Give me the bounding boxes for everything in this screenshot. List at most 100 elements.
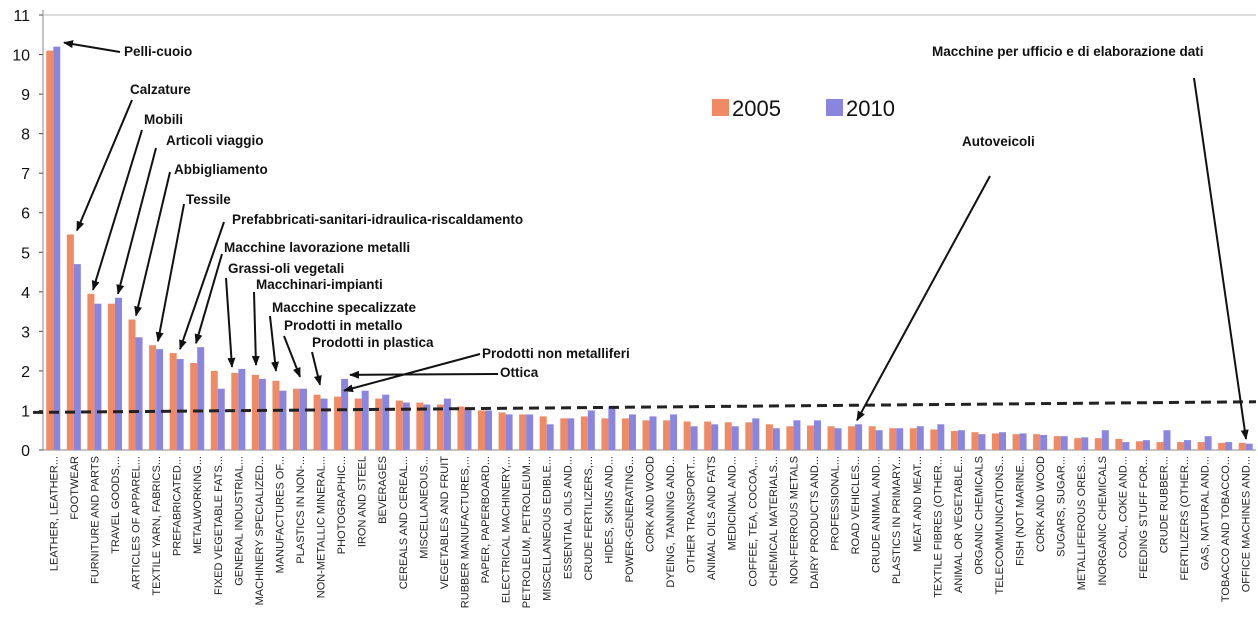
bar-2005 bbox=[971, 432, 979, 450]
x-tick-label: ARTICLES OF APPAREL... bbox=[131, 456, 143, 589]
bar-2010 bbox=[156, 349, 164, 450]
bar-2005 bbox=[1053, 436, 1061, 450]
bar-2005 bbox=[601, 418, 609, 450]
annotation-label: Calzature bbox=[130, 82, 191, 97]
bar-2010 bbox=[464, 408, 472, 450]
bar-2005 bbox=[272, 380, 280, 450]
bar-2005 bbox=[292, 388, 300, 450]
annotation-arrow bbox=[269, 315, 279, 372]
y-tick-label: 8 bbox=[21, 127, 30, 144]
bar-2010 bbox=[731, 426, 739, 450]
bar-2010 bbox=[855, 424, 863, 450]
bar-2010 bbox=[526, 414, 534, 450]
bar-2010 bbox=[279, 390, 287, 450]
bar-2010 bbox=[772, 428, 780, 450]
bar-2010 bbox=[320, 398, 328, 450]
x-tick-label: CORK AND WOOD bbox=[645, 456, 657, 552]
bar-2010 bbox=[94, 303, 102, 450]
x-tick-label: CRUDE RUBBER... bbox=[1158, 456, 1170, 553]
bar-2005 bbox=[765, 424, 773, 450]
bar-2010 bbox=[1225, 442, 1233, 450]
y-tick-label: 0 bbox=[21, 443, 30, 460]
x-tick-label: DYEING, TANNING AND... bbox=[665, 456, 677, 588]
bar-2005 bbox=[889, 428, 897, 450]
bar-2010 bbox=[1101, 430, 1109, 450]
bar-2010 bbox=[53, 46, 61, 451]
y-tick-label: 7 bbox=[21, 166, 30, 183]
x-tick-label: DAIRY PRODUCTS AND... bbox=[809, 456, 821, 589]
x-tick-label: LEATHER, LEATHER... bbox=[48, 456, 60, 571]
annotation-label: Macchine specalizzate bbox=[272, 300, 417, 315]
annotation-label: Macchine per ufficio e di elaborazione d… bbox=[932, 44, 1204, 59]
bar-2010 bbox=[443, 398, 451, 450]
bar-2010 bbox=[1245, 443, 1253, 450]
x-tick-label: FIXED VEGETABLE FATS... bbox=[213, 456, 225, 595]
bar-2010 bbox=[649, 416, 657, 450]
bar-2005 bbox=[683, 421, 691, 450]
annotation-arrow bbox=[63, 40, 121, 53]
y-tick-label: 10 bbox=[12, 48, 30, 65]
bar-2005 bbox=[190, 363, 198, 450]
bar-2005 bbox=[580, 416, 588, 450]
bar-2010 bbox=[916, 426, 924, 450]
bar-2010 bbox=[1081, 437, 1089, 450]
bar-2010 bbox=[1163, 430, 1171, 450]
x-tick-label: COAL, COKE AND... bbox=[1117, 456, 1129, 558]
bar-2005 bbox=[560, 418, 568, 450]
x-tick-label: FISH (NOT MARINE... bbox=[1015, 456, 1027, 566]
trend-line-path bbox=[32, 400, 1257, 414]
bar-2010 bbox=[361, 390, 369, 450]
x-tick-label: MEDICINAL AND... bbox=[727, 456, 739, 550]
bar-2005 bbox=[1074, 438, 1082, 450]
x-tick-labels: LEATHER, LEATHER... FOOTWEAR FURNITURE AND… bbox=[48, 456, 1252, 608]
bar-2005 bbox=[354, 398, 362, 450]
annotation-label: Macchine lavorazione metalli bbox=[224, 240, 410, 255]
bar-2005 bbox=[1218, 442, 1226, 450]
bar-2005 bbox=[107, 303, 115, 450]
x-tick-label: PAPER, PAPERBOARD... bbox=[480, 456, 492, 583]
x-tick-label: GAS, NATURAL AND... bbox=[1200, 456, 1212, 570]
bar-2005 bbox=[436, 404, 444, 450]
x-tick-label: ROAD VEHICLES... bbox=[850, 456, 862, 554]
annotation-arrow bbox=[283, 335, 301, 378]
bar-2010 bbox=[711, 424, 719, 450]
bar-2010 bbox=[382, 394, 390, 450]
x-tick-label: NON-METALLIC MINERAL... bbox=[316, 456, 328, 598]
y-tick-label: 3 bbox=[21, 324, 30, 341]
bar-2010 bbox=[299, 388, 307, 450]
bar-2010 bbox=[670, 414, 678, 450]
bar-2005 bbox=[663, 420, 671, 450]
x-tick-label: CEREALS AND CEREAL... bbox=[398, 456, 410, 589]
bar-2005 bbox=[149, 345, 157, 450]
bar-2005 bbox=[128, 319, 136, 450]
annotation-label: Prodotti non metalliferi bbox=[482, 346, 630, 361]
bar-2005 bbox=[724, 422, 732, 450]
y-tick-label: 9 bbox=[21, 87, 30, 104]
bar-2005 bbox=[1238, 442, 1246, 450]
bar-2005 bbox=[478, 410, 486, 450]
x-tick-label: TELECOMMUNICATIONS... bbox=[994, 456, 1006, 595]
bar-2010 bbox=[1019, 433, 1027, 450]
legend-swatch-2010 bbox=[826, 99, 843, 116]
x-tick-label: ANIMAL OR VEGETABLE... bbox=[953, 456, 965, 593]
annotation-arrow bbox=[179, 221, 225, 351]
x-tick-label: FOOTWEAR bbox=[69, 456, 81, 520]
x-tick-label: ESSENTIAL OILS AND... bbox=[562, 456, 574, 579]
x-tick-label: SUGARS, SUGAR... bbox=[1056, 456, 1068, 557]
annotation-label: Articoli viaggio bbox=[166, 133, 264, 148]
x-tick-label: PHOTOGRAPHIC... bbox=[336, 456, 348, 554]
bars bbox=[46, 46, 1253, 451]
bar-2010 bbox=[1060, 436, 1068, 450]
x-tick-label: MACHINERY SPECIALIZED... bbox=[254, 456, 266, 605]
x-tick-label: OFFICE MACHINES AND... bbox=[1241, 456, 1253, 592]
bar-2010 bbox=[1142, 440, 1150, 450]
bar-2005 bbox=[313, 394, 321, 450]
x-tick-label: GENERAL INDUSTRIAL... bbox=[233, 456, 245, 586]
bar-2010 bbox=[834, 428, 842, 450]
bar-2010 bbox=[793, 420, 801, 450]
x-tick-label: VEGETABLES AND FRUIT bbox=[439, 456, 451, 589]
x-tick-label: POWER-GENERATING... bbox=[624, 456, 636, 582]
x-tick-label: PROFESSIONAL... bbox=[830, 456, 842, 551]
bar-2005 bbox=[539, 416, 547, 450]
annotation-label: Ottica bbox=[500, 365, 539, 380]
